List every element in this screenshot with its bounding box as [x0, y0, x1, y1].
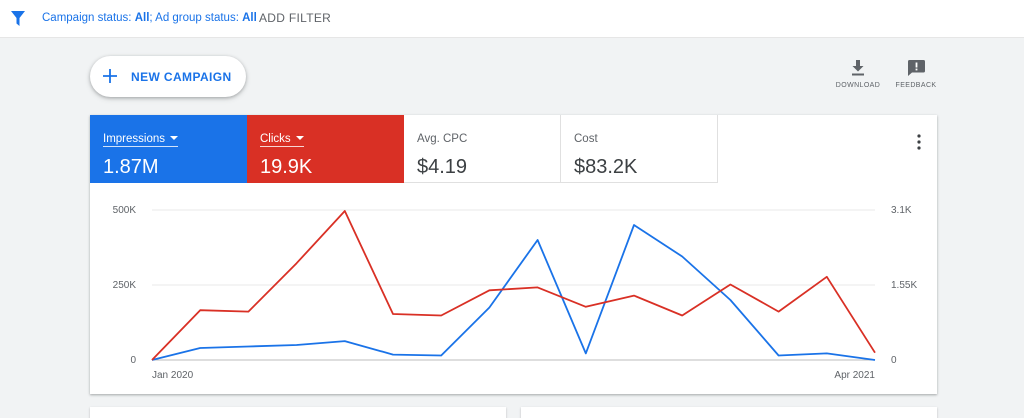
metric-cost[interactable]: Cost $83.2K — [561, 115, 718, 183]
download-button[interactable]: DOWNLOAD — [828, 60, 888, 89]
y-right-tick-label: 3.1K — [891, 205, 912, 216]
metric-avg-cpc-name: Avg. CPC — [417, 133, 468, 145]
metric-impressions-value: 1.87M — [103, 156, 159, 178]
ad-group-status-value: All — [242, 12, 257, 24]
campaign-status-label: Campaign status: — [42, 12, 135, 24]
new-campaign-label: NEW CAMPAIGN — [131, 70, 232, 84]
campaign-status-value: All — [134, 12, 150, 24]
performance-chart: 0 0 250K 1.55K 500K 3.1K Jan 2020 Apr 2021 — [113, 205, 918, 381]
download-icon — [852, 60, 864, 76]
metric-clicks[interactable]: Clicks 19.9K — [247, 115, 404, 183]
ad-group-status-label: ; Ad group status: — [149, 12, 243, 24]
x-tick-label: Apr 2021 — [834, 370, 875, 381]
add-filter-button[interactable]: ADD FILTER — [259, 11, 332, 25]
filter-bar: Campaign status: All; Ad group status: A… — [0, 0, 1024, 38]
y-left-tick-label: 0 — [130, 355, 136, 366]
new-campaign-button[interactable]: NEW CAMPAIGN — [90, 56, 246, 97]
metric-cost-value: $83.2K — [574, 156, 638, 178]
filter-summary[interactable]: Campaign status: All; Ad group status: A… — [42, 12, 257, 24]
y-left-tick-label: 250K — [113, 280, 137, 291]
metric-avg-cpc[interactable]: Avg. CPC $4.19 — [404, 115, 561, 183]
series-line-clicks — [151, 210, 876, 361]
metric-impressions[interactable]: Impressions 1.87M — [90, 115, 247, 183]
y-right-tick-label: 0 — [891, 355, 897, 366]
performance-card: Impressions 1.87M Clicks 19.9K Avg. CPC … — [90, 115, 937, 394]
plus-icon — [103, 69, 117, 83]
download-label: DOWNLOAD — [835, 82, 881, 89]
y-right-tick-label: 1.55K — [891, 280, 917, 291]
metric-impressions-name: Impressions — [103, 133, 178, 147]
chevron-down-icon — [295, 136, 304, 140]
y-left-tick-label: 500K — [113, 205, 137, 216]
metric-cost-name: Cost — [574, 133, 598, 145]
x-tick-label: Jan 2020 — [152, 370, 194, 381]
feedback-icon — [907, 60, 925, 76]
chevron-down-icon — [170, 136, 178, 140]
series-line-impressions — [151, 224, 876, 361]
feedback-label: FEEDBACK — [895, 82, 937, 89]
metric-clicks-value: 19.9K — [260, 156, 313, 178]
metric-clicks-name: Clicks — [260, 133, 304, 147]
metric-avg-cpc-value: $4.19 — [417, 156, 468, 178]
feedback-button[interactable]: FEEDBACK — [886, 60, 946, 89]
bottom-card-right — [521, 407, 937, 418]
bottom-card-left — [90, 407, 506, 418]
filter-icon[interactable] — [11, 11, 25, 26]
more-vert-icon[interactable] — [913, 133, 925, 151]
